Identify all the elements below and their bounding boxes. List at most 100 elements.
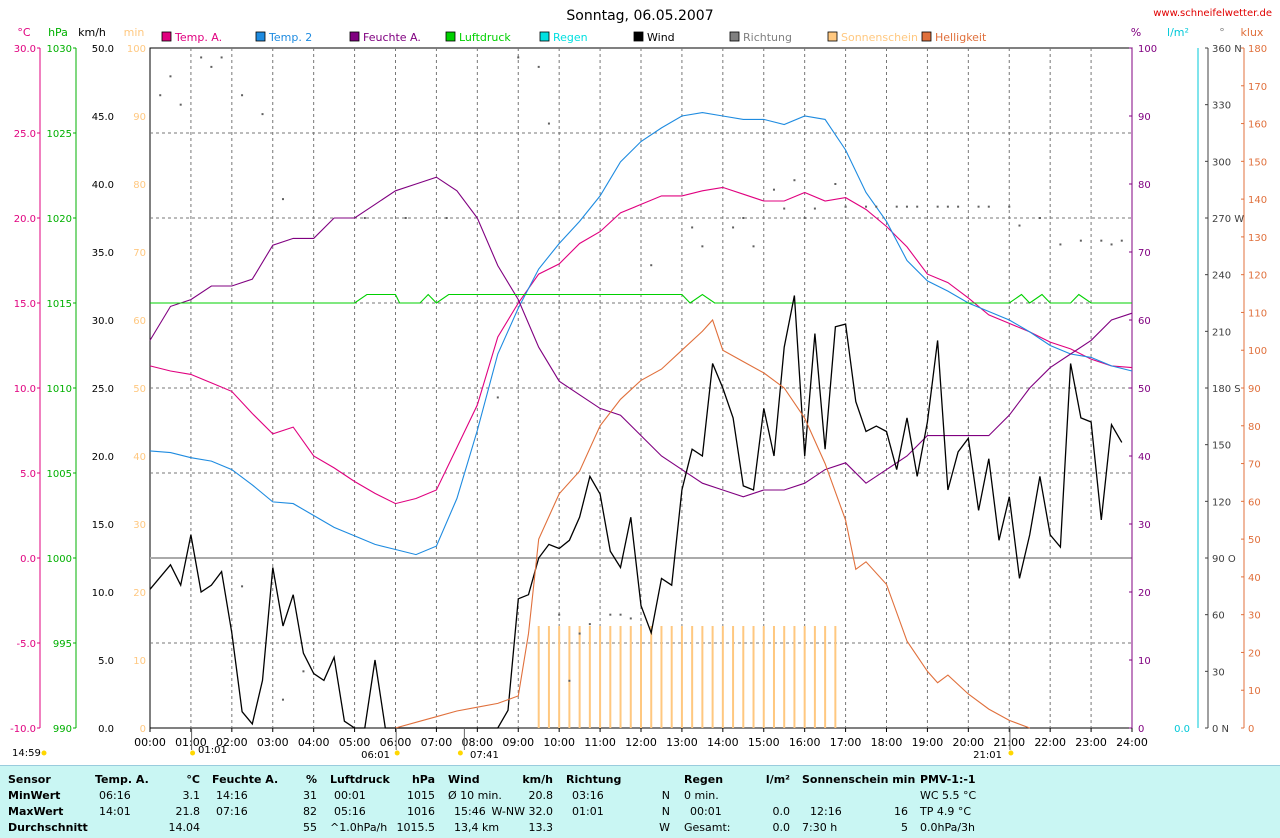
legend-swatch <box>255 31 266 42</box>
x-tick-label: 04:00 <box>298 736 330 749</box>
direction-tick-label: 210 <box>1212 327 1231 338</box>
series-layer <box>149 56 1133 729</box>
stats-richtung-col: Richtung 03:16 N 01:01 N W <box>566 772 670 836</box>
x-tick-label: 07:00 <box>421 736 453 749</box>
direction-dot <box>1110 243 1113 246</box>
x-tick-label: 01:00 <box>175 736 207 749</box>
x-tick-label: 11:00 <box>584 736 616 749</box>
direction-tick-label: 360 N <box>1212 44 1242 55</box>
direction-dot <box>936 205 939 208</box>
stats-sonne-max-time: 12:16 <box>810 805 842 818</box>
stats-temp-title: Temp. A. <box>95 773 149 786</box>
direction-dot <box>905 205 908 208</box>
stats-pmv-col: PMV-1:-1 WC 5.5 °C TP 4.9 °C 0.0hPa/3h <box>920 772 1030 836</box>
wind-tick-label: 20.0 <box>92 452 114 463</box>
humidity-tick-label: 60 <box>1138 316 1151 327</box>
direction-dot <box>865 205 868 208</box>
stats-regen-max-time: 00:01 <box>690 805 722 818</box>
humidity-tick-label: 70 <box>1138 248 1151 259</box>
x-tick-label: 03:00 <box>257 736 289 749</box>
stats-sensor-title: Sensor <box>8 773 51 786</box>
wind-series-line <box>149 295 1123 729</box>
sun-marker-icon <box>394 750 400 756</box>
pressure-tick-label: 995 <box>53 639 72 650</box>
light-tick-label: 0 <box>1248 724 1254 735</box>
direction-unit-label: ° <box>1219 26 1225 39</box>
stats-temp-max: 21.8 <box>175 805 201 818</box>
wind-tick-label: 50.0 <box>92 44 114 55</box>
sun-tick-label: 30 <box>133 520 146 531</box>
wind-tick-label: 40.0 <box>92 180 114 191</box>
stats-regen-duration: 0 min. <box>684 789 719 802</box>
sun-marker-icon <box>190 750 196 756</box>
stats-temp-max-time: 14:01 <box>99 805 131 818</box>
direction-dot <box>732 226 735 229</box>
legend-swatch <box>827 31 838 42</box>
stats-temp-col: Temp. A. °C 06:16 3.1 14:01 21.8 14.04 <box>95 772 200 836</box>
direction-dot <box>547 122 550 125</box>
humidity-unit-label: % <box>1131 26 1141 39</box>
direction-dot <box>210 65 213 68</box>
x-tick-label: 18:00 <box>871 736 903 749</box>
axes: 30.025.020.015.010.05.00.0-5.0-10.010301… <box>10 26 1267 735</box>
legend-item-label: Helligkeit <box>935 31 987 44</box>
stats-luftdruck-min: 1015 <box>407 789 435 802</box>
stats-feuchte-min-time: 14:16 <box>216 789 248 802</box>
source-link[interactable]: www.schneifelwetter.de <box>1153 8 1272 19</box>
light-tick-label: 20 <box>1248 648 1261 659</box>
x-tick-label: 08:00 <box>461 736 493 749</box>
light-tick-label: 80 <box>1248 422 1261 433</box>
light-tick-label: 70 <box>1248 460 1261 471</box>
x-tick-label: 20:00 <box>952 736 984 749</box>
legend-swatch <box>921 31 932 42</box>
legend-item-label: Regen <box>553 31 588 44</box>
x-tick-label: 14:00 <box>707 736 739 749</box>
legend: Temp. A. Temp. 2 Feuchte A. Luftdruck Regen W… <box>161 31 987 44</box>
light-tick-label: 50 <box>1248 535 1261 546</box>
temp-tick-label: 30.0 <box>14 44 36 55</box>
stats-temp-avg: 14.04 <box>168 821 201 834</box>
direction-dot <box>844 205 847 208</box>
legend-item-label: Luftdruck <box>459 31 511 44</box>
stats-regen-col: Regen l/m² 0 min. 00:01 0.0 Gesamt: 0.0 <box>684 772 790 836</box>
stats-pmv-title: PMV-1:-1 <box>920 773 976 786</box>
x-tick-label: 09:00 <box>502 736 534 749</box>
sun-unit-label: min <box>124 26 145 39</box>
sun-tick-label: 10 <box>133 656 146 667</box>
humidity-tick-label: 100 <box>1138 44 1157 55</box>
stats-sonne-total: 7:30 h <box>802 821 838 834</box>
stats-wind-avg: 13.3 <box>528 821 554 834</box>
x-tick-label: 23:00 <box>1075 736 1107 749</box>
stats-feuchte-max: 82 <box>303 805 317 818</box>
light-tick-label: 100 <box>1248 346 1267 357</box>
humidity-tick-label: 40 <box>1138 452 1151 463</box>
legend-item-label: Richtung <box>743 31 792 44</box>
stats-luftdruck-unit: hPa <box>411 773 435 786</box>
direction-dot <box>875 205 878 208</box>
stats-temp-min: 3.1 <box>182 789 201 802</box>
pressure-tick-label: 1020 <box>47 214 72 225</box>
legend-item-label: Wind <box>647 31 675 44</box>
stats-temp-unit: °C <box>186 773 200 786</box>
sun-tick-label: 0 <box>140 724 146 735</box>
sun-tick-label: 70 <box>133 248 146 259</box>
wind-tick-label: 10.0 <box>92 588 114 599</box>
sun-tick-label: 50 <box>133 384 146 395</box>
direction-dot <box>517 56 520 59</box>
humidity-tick-label: 30 <box>1138 520 1151 531</box>
stats-richtung-avg: W <box>659 821 670 834</box>
temp-tick-label: 10.0 <box>14 384 36 395</box>
direction-dot <box>568 679 571 682</box>
sun-marker-icon <box>41 750 47 756</box>
direction-dot <box>241 94 244 97</box>
legend-item-label: Sonnenschein <box>841 31 918 44</box>
direction-dot <box>169 75 172 78</box>
sun-tick-label: 40 <box>133 452 146 463</box>
stats-wind-max-time: 15:46 <box>454 805 486 818</box>
humidity-tick-label: 10 <box>1138 656 1151 667</box>
stats-wind-min: 20.8 <box>528 789 554 802</box>
x-tick-label: 00:00 <box>134 736 166 749</box>
stats-feuchte-max-time: 07:16 <box>216 805 248 818</box>
stats-feuchte-unit: % <box>305 773 317 786</box>
stats-temp-min-time: 06:16 <box>99 789 131 802</box>
